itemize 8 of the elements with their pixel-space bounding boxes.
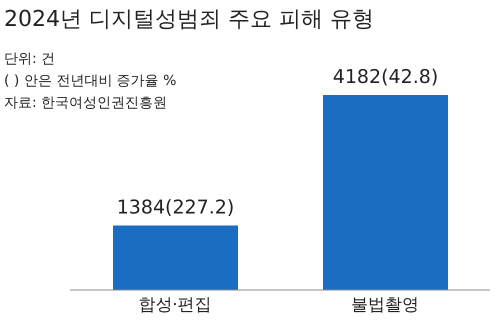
data-label: 1384(227.2) [116, 196, 234, 218]
annotation: 자료: 한국여성인권진흥원 [4, 94, 168, 112]
text: ( ) 안은 전년대비 증가율 % [4, 72, 176, 90]
text: 단위: 건 [4, 50, 56, 68]
x-tick-label: 불법촬영 [351, 295, 419, 316]
data-label: 4182(42.8) [332, 66, 438, 88]
chart-title: 2024년 디지털성범죄 주요 피해 유형 [4, 6, 374, 34]
x-tick-label: 합성·편집 [138, 295, 212, 316]
